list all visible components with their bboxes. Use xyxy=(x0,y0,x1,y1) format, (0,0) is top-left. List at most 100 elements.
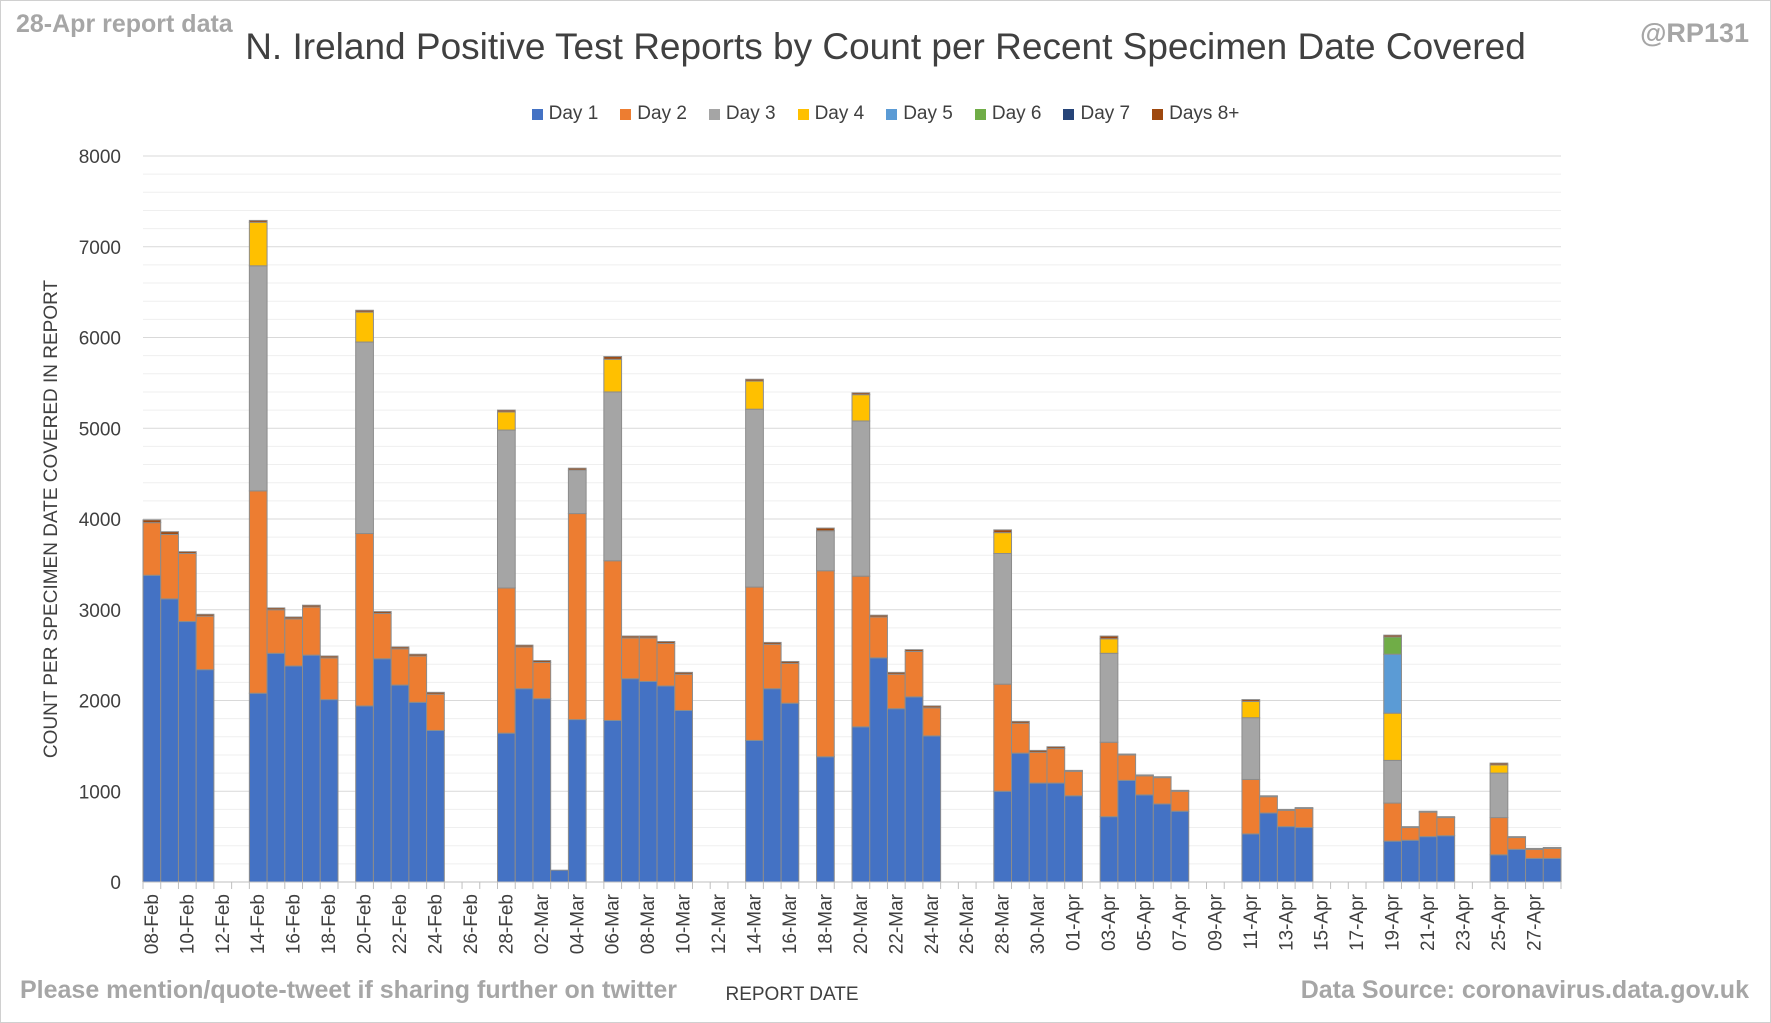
bar-segment xyxy=(1384,841,1402,882)
y-tick-label: 8000 xyxy=(79,147,121,168)
bar-segment xyxy=(1437,836,1455,882)
bar-segment xyxy=(746,587,764,740)
bar-segment xyxy=(781,663,799,703)
bar-segment xyxy=(1242,700,1260,702)
bar-segment xyxy=(1118,754,1136,755)
bar-segment xyxy=(568,720,586,882)
x-tick-label: 16-Mar xyxy=(780,893,801,954)
x-tick-label: 15-Apr xyxy=(1312,893,1333,951)
bar-segment xyxy=(1029,752,1047,783)
x-axis-title: REPORT DATE xyxy=(725,984,858,1005)
x-tick-label: 11-Apr xyxy=(1241,893,1262,949)
bar-segment xyxy=(551,870,569,882)
bar-segment xyxy=(373,612,391,614)
bar-segment xyxy=(391,647,409,649)
bar-segment xyxy=(1171,811,1189,882)
x-tick-label: 21-Apr xyxy=(1418,893,1439,951)
bar-segment xyxy=(887,672,905,674)
bar-segment xyxy=(1100,653,1118,742)
bar-segment xyxy=(1401,827,1419,828)
bar-segment xyxy=(1543,848,1561,858)
bar-segment xyxy=(1100,636,1118,639)
bar-segment xyxy=(1136,776,1154,795)
bar-segment xyxy=(1277,809,1295,810)
bar-segment xyxy=(498,733,516,882)
x-tick-label: 09-Apr xyxy=(1205,893,1226,951)
x-tick-label: 18-Feb xyxy=(319,894,340,954)
bar-segment xyxy=(923,736,941,882)
bar-segment xyxy=(1260,797,1278,813)
bar-segment xyxy=(604,357,622,360)
bar-segment xyxy=(303,655,321,882)
bar-segment xyxy=(533,662,551,698)
bar-segment xyxy=(267,653,285,882)
bar-segment xyxy=(763,644,781,688)
bar-segment xyxy=(1384,637,1402,654)
bar-segment xyxy=(622,636,640,638)
bar-segment xyxy=(781,703,799,882)
y-tick-label: 6000 xyxy=(79,329,121,350)
x-tick-label: 26-Mar xyxy=(957,893,978,954)
bar-segment xyxy=(1490,818,1508,855)
bar-segment xyxy=(657,686,675,882)
bar-segment xyxy=(515,689,533,882)
y-tick-label: 7000 xyxy=(79,238,121,259)
bar-segment xyxy=(1437,817,1455,818)
bar-segment xyxy=(143,575,161,882)
bar-segment xyxy=(1543,858,1561,882)
bar-segment xyxy=(178,622,196,882)
bar-segment xyxy=(515,645,533,647)
bar-segment xyxy=(533,661,551,663)
bar-segment xyxy=(1295,828,1313,882)
bar-segment xyxy=(817,531,835,571)
bar-segment xyxy=(1029,783,1047,882)
bar-segment xyxy=(604,392,622,561)
bar-segment xyxy=(1419,812,1437,837)
x-tick-label: 04-Mar xyxy=(567,893,588,954)
bar-segment xyxy=(285,617,303,619)
bar-segment xyxy=(409,656,427,702)
bar-segment xyxy=(303,605,321,607)
bar-segment xyxy=(870,658,888,882)
bar-segment xyxy=(568,468,586,470)
bar-segment xyxy=(1295,808,1313,809)
bar-segment xyxy=(303,607,321,655)
bar-segment xyxy=(249,222,267,266)
bar-segment xyxy=(1047,747,1065,749)
bar-segment xyxy=(746,409,764,587)
bar-segment xyxy=(781,661,799,663)
bar-segment xyxy=(1490,773,1508,817)
bar-segment xyxy=(285,619,303,666)
bar-segment xyxy=(657,643,675,686)
bar-segment xyxy=(427,694,445,730)
bar-segment xyxy=(161,599,179,882)
bar-segment xyxy=(373,659,391,882)
x-tick-label: 24-Feb xyxy=(425,894,446,954)
y-tick-label: 1000 xyxy=(79,782,121,803)
bar-segment xyxy=(1384,803,1402,841)
bar-segment xyxy=(1136,775,1154,776)
x-tick-label: 02-Mar xyxy=(532,893,553,954)
bar-segment xyxy=(249,693,267,882)
bar-segment xyxy=(604,720,622,882)
bar-segment xyxy=(852,421,870,576)
bar-segment xyxy=(1065,770,1083,771)
bar-segment xyxy=(1384,713,1402,760)
x-tick-label: 01-Apr xyxy=(1064,893,1085,951)
x-tick-label: 24-Mar xyxy=(922,893,943,954)
x-tick-label: 03-Apr xyxy=(1099,893,1120,951)
bar-segment xyxy=(196,616,214,670)
bar-segment xyxy=(746,381,764,409)
x-tick-label: 17-Apr xyxy=(1347,893,1368,951)
x-tick-label: 22-Feb xyxy=(390,894,411,954)
bar-segment xyxy=(1260,796,1278,797)
bar-segment xyxy=(1171,791,1189,811)
bar-segment xyxy=(1065,796,1083,882)
bar-segment xyxy=(622,638,640,679)
bar-segment xyxy=(1526,858,1544,882)
bar-segment xyxy=(870,617,888,658)
y-tick-label: 4000 xyxy=(79,510,121,531)
bar-segment xyxy=(409,702,427,882)
bar-segment xyxy=(356,312,374,342)
x-tick-label: 23-Apr xyxy=(1454,893,1475,951)
